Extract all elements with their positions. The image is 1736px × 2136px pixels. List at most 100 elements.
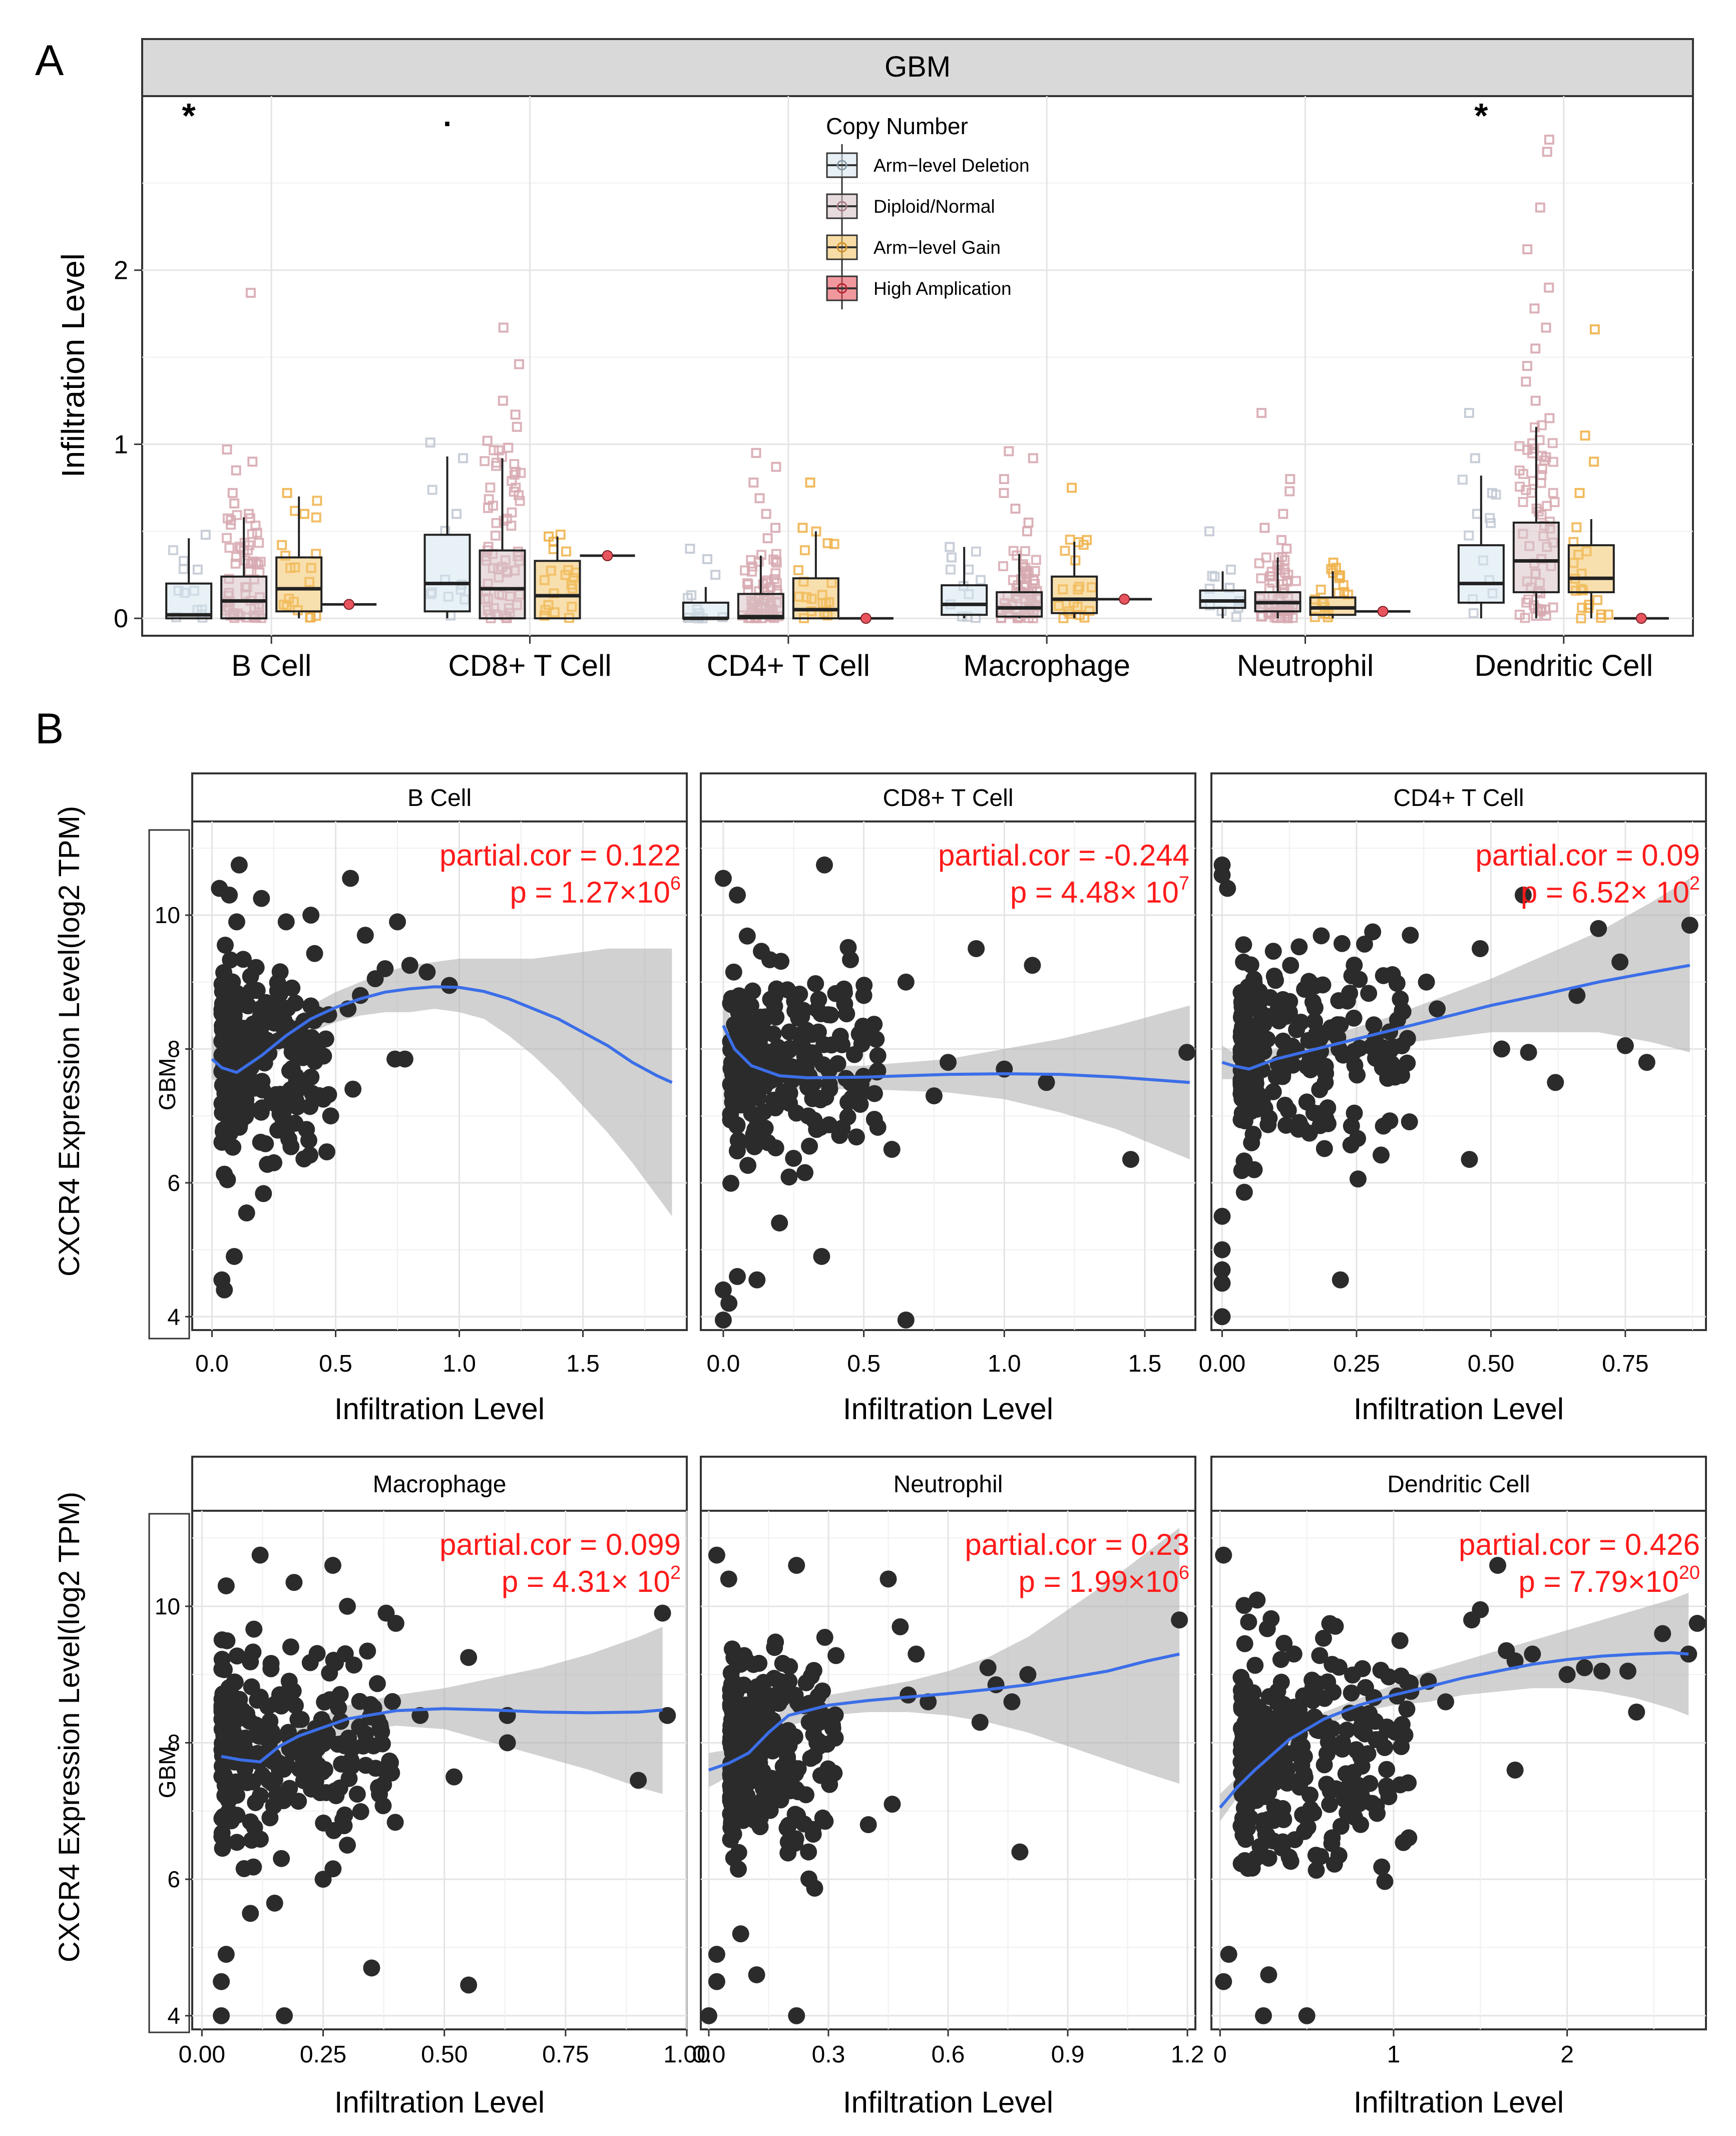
jitter-point xyxy=(1518,497,1528,507)
data-point xyxy=(783,1058,800,1076)
x-axis-label: Infiltration Level xyxy=(334,2085,545,2119)
data-point xyxy=(1353,1758,1371,1775)
data-point xyxy=(288,1082,305,1100)
data-point xyxy=(1332,1271,1349,1289)
data-point xyxy=(1235,1183,1253,1201)
data-point xyxy=(740,1051,758,1069)
amplification-point xyxy=(343,599,355,610)
data-point xyxy=(324,1557,341,1574)
data-point xyxy=(259,1011,277,1028)
data-point xyxy=(1280,1848,1298,1866)
data-point xyxy=(820,1116,838,1133)
x-tick-label: 0.00 xyxy=(179,2041,225,2068)
jitter-point xyxy=(1254,558,1264,569)
data-point xyxy=(1593,1662,1610,1680)
jitter-point xyxy=(1316,584,1326,595)
data-point xyxy=(1319,1099,1337,1117)
data-point xyxy=(225,1247,243,1265)
data-point xyxy=(226,1087,244,1104)
data-point xyxy=(499,1734,516,1752)
facet-title: Dendritic Cell xyxy=(1387,1471,1530,1498)
data-point xyxy=(255,1185,272,1202)
data-point xyxy=(272,1697,290,1715)
data-point xyxy=(1364,923,1382,941)
data-point xyxy=(766,988,783,1005)
jitter-point xyxy=(1021,566,1032,576)
outlier-point xyxy=(458,453,469,464)
data-point xyxy=(1489,1557,1506,1574)
box-body xyxy=(479,549,526,620)
outlier-point xyxy=(231,465,241,476)
outlier-point xyxy=(762,533,773,544)
jitter-point xyxy=(247,529,257,539)
jitter-point xyxy=(483,503,493,513)
legend-item-label: Diploid/Normal xyxy=(874,196,995,217)
p-value-label: p = 1.99×106 xyxy=(1019,1562,1189,1598)
data-point xyxy=(251,1546,269,1564)
data-point xyxy=(714,1281,732,1299)
jitter-point xyxy=(1030,579,1040,589)
data-point xyxy=(812,1091,829,1108)
data-point xyxy=(242,1813,259,1831)
confidence-band xyxy=(723,999,1190,1160)
data-point xyxy=(1260,1850,1277,1867)
confidence-band xyxy=(1220,1592,1689,1822)
outlier-point xyxy=(805,477,815,488)
jitter-point xyxy=(1279,564,1289,575)
x-tick-label: 0 xyxy=(1213,2041,1227,2068)
data-point xyxy=(843,1089,861,1107)
box-body xyxy=(1512,521,1560,594)
data-point xyxy=(230,856,248,874)
y-tick-label: 6 xyxy=(167,1170,180,1196)
data-point xyxy=(835,980,853,998)
data-point xyxy=(368,1675,386,1692)
data-point xyxy=(1308,1862,1325,1879)
jitter-point xyxy=(747,561,758,572)
data-point xyxy=(880,1570,897,1588)
x-tick-label: Neutrophil xyxy=(1237,649,1374,682)
data-point xyxy=(1232,1009,1250,1026)
data-point xyxy=(331,1685,349,1703)
data-point xyxy=(218,1784,235,1801)
data-point xyxy=(1514,887,1532,904)
fit-line xyxy=(722,1025,1190,1084)
data-point xyxy=(228,913,245,931)
facet-title: CD4+ T Cell xyxy=(1394,785,1524,811)
data-point xyxy=(1275,1634,1293,1652)
jitter-point xyxy=(1291,576,1301,586)
outlier-point xyxy=(1487,488,1497,498)
data-point xyxy=(1346,1043,1363,1060)
data-point xyxy=(1011,1843,1029,1861)
x-tick-label: 1.0 xyxy=(443,1351,476,1377)
data-point xyxy=(1314,976,1332,994)
data-point xyxy=(1638,1054,1655,1071)
data-point xyxy=(1260,1966,1277,1983)
jitter-point xyxy=(1515,482,1525,492)
data-point xyxy=(265,1154,283,1171)
data-point xyxy=(1178,1044,1196,1061)
data-point xyxy=(1616,1037,1634,1054)
data-point xyxy=(968,940,985,957)
data-point xyxy=(224,1138,242,1156)
data-point xyxy=(796,1164,814,1181)
fit-line xyxy=(1221,964,1690,1071)
data-point xyxy=(213,2007,230,2024)
jitter-point xyxy=(1457,475,1468,485)
x-tick-label: 1.00 xyxy=(663,2041,710,2068)
data-point xyxy=(1321,1796,1339,1813)
data-point xyxy=(1681,917,1698,934)
data-point xyxy=(1250,983,1268,1000)
data-point xyxy=(1305,1104,1323,1122)
data-point xyxy=(1590,920,1607,937)
data-point xyxy=(320,1006,337,1023)
x-tick-label: 0.3 xyxy=(812,2041,845,2068)
jitter-point xyxy=(1528,476,1538,486)
data-point xyxy=(1213,1241,1231,1258)
outlier-point xyxy=(1225,564,1236,575)
data-point xyxy=(377,1604,395,1622)
data-point xyxy=(920,1693,937,1711)
data-point xyxy=(1353,1723,1370,1740)
data-point xyxy=(796,1059,813,1077)
x-tick-label: 1.2 xyxy=(1171,2041,1204,2068)
